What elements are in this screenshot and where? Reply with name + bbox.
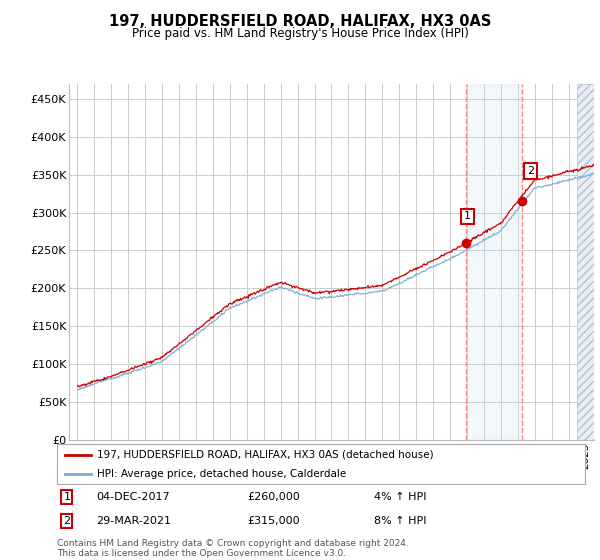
Text: 2: 2 [527,166,534,176]
Text: 2: 2 [64,516,70,526]
Bar [577,84,599,440]
Text: 197, HUDDERSFIELD ROAD, HALIFAX, HX3 0AS (detached house): 197, HUDDERSFIELD ROAD, HALIFAX, HX3 0AS… [97,450,433,460]
Text: 1: 1 [464,212,471,221]
Text: 197, HUDDERSFIELD ROAD, HALIFAX, HX3 0AS: 197, HUDDERSFIELD ROAD, HALIFAX, HX3 0AS [109,14,491,29]
Text: Price paid vs. HM Land Registry's House Price Index (HPI): Price paid vs. HM Land Registry's House … [131,27,469,40]
Text: 04-DEC-2017: 04-DEC-2017 [97,492,170,502]
Text: 1: 1 [64,492,70,502]
Text: £315,000: £315,000 [247,516,300,526]
Text: £260,000: £260,000 [247,492,300,502]
Text: 29-MAR-2021: 29-MAR-2021 [97,516,172,526]
Text: 8% ↑ HPI: 8% ↑ HPI [374,516,426,526]
Text: Contains HM Land Registry data © Crown copyright and database right 2024.
This d: Contains HM Land Registry data © Crown c… [57,539,409,558]
Text: HPI: Average price, detached house, Calderdale: HPI: Average price, detached house, Cald… [97,469,346,478]
Text: 4% ↑ HPI: 4% ↑ HPI [374,492,426,502]
Bar [466,84,522,440]
